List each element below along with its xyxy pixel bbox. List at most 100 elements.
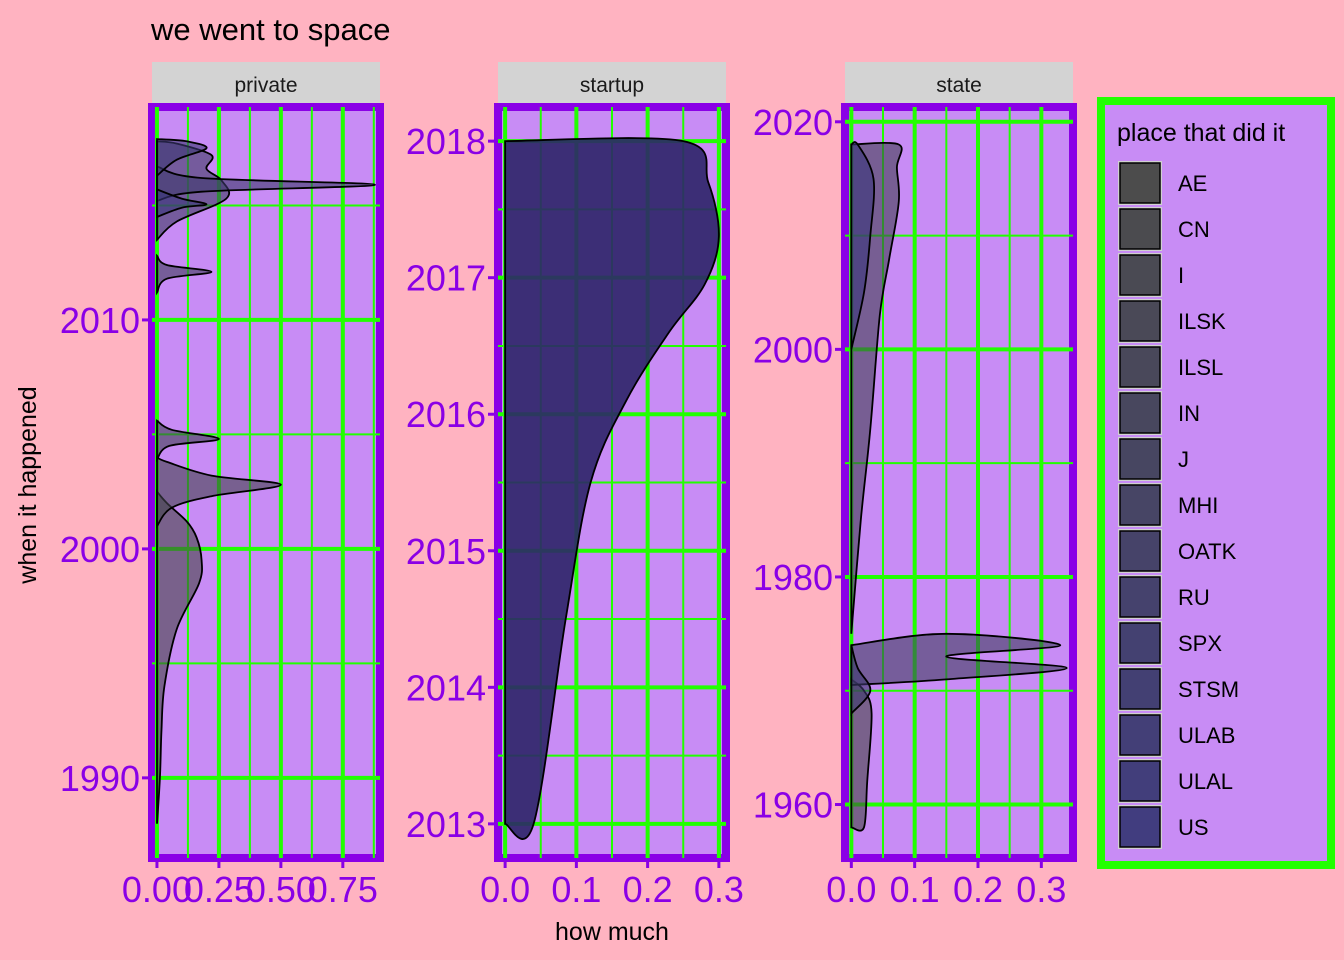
y-tick-label: 2000 — [60, 529, 140, 570]
density-area — [850, 644, 872, 716]
y-tick-label: 2018 — [406, 121, 486, 162]
legend-item-in: IN — [1118, 391, 1200, 435]
legend-label: IN — [1178, 401, 1200, 426]
legend-item-ulal: ULAL — [1118, 759, 1233, 803]
facet-strip — [152, 62, 380, 107]
legend-label: STSM — [1178, 677, 1239, 702]
density-area — [156, 489, 203, 824]
x-tick-label: 0.0 — [826, 869, 876, 910]
y-tick-label: 2020 — [753, 102, 833, 143]
density-area — [156, 138, 208, 178]
legend-swatch — [1119, 254, 1161, 296]
y-tick-label: 2010 — [60, 300, 140, 341]
legend-swatch — [1119, 484, 1161, 526]
y-tick-label: 1960 — [753, 785, 833, 826]
x-tick-label: 0.25 — [184, 869, 254, 910]
facet-private: private 0.000.250.500.75 1990 2000 2010 — [60, 62, 384, 910]
density-area — [850, 141, 876, 350]
legend-swatch — [1119, 392, 1161, 434]
legend-label: RU — [1178, 585, 1210, 610]
legend-label: MHI — [1178, 493, 1218, 518]
legend-label: ILSL — [1178, 355, 1223, 380]
x-tick-label: 0.1 — [551, 869, 601, 910]
facet-strip — [498, 62, 726, 107]
facet-state: state 0.0 0.1 0.2 0.3 1960 1980 2000 2020 — [753, 62, 1077, 910]
y-tick-label: 2013 — [406, 804, 486, 845]
legend-item-spx: SPX — [1118, 621, 1222, 665]
y-tick-label: 2014 — [406, 667, 486, 708]
x-tick-label: 0.2 — [953, 869, 1003, 910]
density-area — [156, 253, 213, 296]
legend-swatch — [1119, 208, 1161, 250]
legend-label: AE — [1178, 171, 1207, 196]
legend-item-cn: CN — [1118, 207, 1210, 251]
legend-label: ILSK — [1178, 309, 1226, 334]
density-area — [504, 137, 720, 840]
density-area — [156, 188, 208, 219]
legend-swatch — [1119, 438, 1161, 480]
legend-item-stsm: STSM — [1118, 667, 1239, 711]
legend-swatch — [1119, 576, 1161, 618]
legend-label: ULAB — [1178, 723, 1235, 748]
y-tick-label: 1990 — [60, 758, 140, 799]
legend-swatch — [1119, 760, 1161, 802]
legend-swatch — [1119, 714, 1161, 756]
x-axis-title: how much — [555, 918, 669, 946]
legend: place that did it AE CN I ILSK ILSL IN J MHI OAT… — [1097, 97, 1335, 869]
legend-item-us: US — [1118, 805, 1209, 849]
legend-item-oatk: OATK — [1118, 529, 1237, 573]
legend-label: I — [1178, 263, 1184, 288]
x-tick-label: 0.50 — [246, 869, 316, 910]
legend-item-ulab: ULAB — [1118, 713, 1235, 757]
legend-item-ilsk: ILSK — [1118, 299, 1226, 343]
facet-strip — [845, 62, 1073, 107]
facet-strip-label: state — [936, 74, 982, 97]
facets-group: private 0.000.250.500.75 1990 2000 2010 start… — [60, 62, 1077, 910]
density-curves — [156, 138, 376, 824]
legend-item-ilsl: ILSL — [1118, 345, 1223, 389]
density-area — [850, 632, 1068, 686]
density-curves — [504, 137, 720, 840]
legend-label: US — [1178, 815, 1209, 840]
x-tick-label: 0.2 — [623, 869, 673, 910]
facet-startup: startup 0.0 0.1 0.2 0.3 2013 2014 2015 2016 2017 2… — [406, 62, 744, 910]
density-curves — [850, 141, 1068, 832]
legend-label: SPX — [1178, 631, 1222, 656]
legend-swatch — [1119, 806, 1161, 848]
legend-items: AE CN I ILSK ILSL IN J MHI OATK RU SPX STSM ULAB ULAL… — [1118, 161, 1239, 849]
x-tick-label: 0.3 — [694, 869, 744, 910]
facet-strip-label: private — [234, 74, 297, 97]
legend-label: J — [1178, 447, 1189, 472]
facet-strip-label: startup — [580, 74, 644, 97]
density-area — [156, 165, 376, 203]
legend-swatch — [1119, 300, 1161, 342]
legend-item-j: J — [1118, 437, 1189, 481]
density-area — [156, 455, 282, 529]
y-tick-label: 2017 — [406, 258, 486, 299]
x-tick-label: 0.00 — [122, 869, 192, 910]
legend-swatch — [1119, 530, 1161, 572]
legend-swatch — [1119, 668, 1161, 710]
y-tick-label: 1980 — [753, 557, 833, 598]
y-tick-label: 2000 — [753, 329, 833, 370]
density-area — [156, 419, 220, 463]
x-tick-label: 0.0 — [480, 869, 530, 910]
legend-label: CN — [1178, 217, 1210, 242]
legend-label: OATK — [1178, 539, 1237, 564]
x-tick-label: 0.1 — [890, 869, 940, 910]
legend-title: place that did it — [1117, 119, 1285, 147]
x-tick-label: 0.75 — [308, 869, 378, 910]
legend-item-i: I — [1118, 253, 1184, 297]
legend-item-mhi: MHI — [1118, 483, 1218, 527]
legend-swatch — [1119, 346, 1161, 388]
y-tick-label: 2016 — [406, 394, 486, 435]
legend-item-ru: RU — [1118, 575, 1210, 619]
legend-item-ae: AE — [1118, 161, 1207, 205]
legend-label: ULAL — [1178, 769, 1233, 794]
chart-title: we went to space — [150, 12, 391, 47]
x-tick-label: 0.3 — [1016, 869, 1066, 910]
y-axis-title: when it happened — [14, 386, 42, 584]
legend-swatch — [1119, 162, 1161, 204]
y-tick-label: 2015 — [406, 531, 486, 572]
